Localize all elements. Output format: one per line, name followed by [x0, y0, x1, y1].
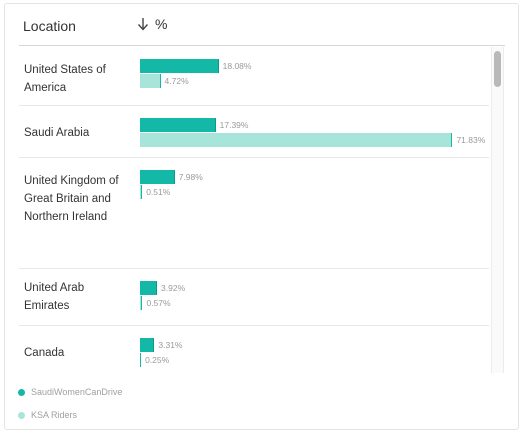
bar-end-tick — [159, 74, 161, 88]
percent-label: % — [155, 16, 168, 32]
bar-value-label: 3.92% — [161, 283, 186, 293]
bar-saudiwomencandrive[interactable] — [140, 59, 219, 73]
bar-end-tick — [141, 296, 143, 310]
location-name: United Arab Emirates — [24, 282, 85, 312]
location-breakdown-card: Location % United States of America 18.08… — [4, 3, 519, 430]
chart-legend: SaudiWomenCanDrive KSA Riders — [18, 385, 122, 429]
bar-saudiwomencandrive[interactable] — [140, 118, 216, 132]
location-list[interactable]: United States of America 18.08% 4.72% Saudi… — [19, 47, 489, 373]
bar-value-label: 18.08% — [222, 61, 252, 71]
bar-end-tick — [141, 185, 143, 199]
location-name: United Kingdom of Great Britain and Nort… — [24, 175, 119, 223]
legend-item[interactable]: KSA Riders — [18, 408, 122, 422]
location-row[interactable]: Canada 3.31% 0.25% — [19, 326, 489, 373]
percent-column-header[interactable]: % — [137, 16, 167, 32]
bar-saudiwomencandrive[interactable] — [140, 170, 175, 184]
bar-end-tick — [451, 133, 453, 147]
bar-saudiwomencandrive[interactable] — [140, 338, 155, 352]
bar-end-tick — [214, 118, 216, 132]
location-name: United States of America — [24, 64, 106, 94]
location-row[interactable]: United Kingdom of Great Britain and Nort… — [19, 158, 489, 269]
bar-end-tick — [153, 338, 155, 352]
legend-dot-icon — [18, 411, 25, 419]
table-header: Location % — [19, 4, 505, 46]
location-row[interactable]: United States of America 18.08% 4.72% — [19, 47, 489, 106]
location-row[interactable]: Saudi Arabia 17.39% 71.83% — [19, 106, 489, 158]
legend-label: KSA Riders — [31, 410, 78, 420]
scrollbar[interactable] — [491, 47, 504, 373]
bar-value-label: 0.51% — [146, 187, 171, 197]
scrollbar-thumb[interactable] — [494, 51, 501, 87]
legend-item[interactable]: SaudiWomenCanDrive — [18, 385, 122, 399]
bar-value-label: 3.31% — [158, 340, 183, 350]
location-name: Saudi Arabia — [24, 127, 90, 139]
location-name: Canada — [24, 347, 65, 359]
bar-end-tick — [156, 281, 158, 295]
bar-end-tick — [217, 59, 219, 73]
location-column-header[interactable]: Location — [23, 18, 76, 34]
bar-end-tick — [140, 353, 142, 367]
bar-value-label: 17.39% — [219, 120, 249, 130]
bar-ksa-riders[interactable] — [140, 133, 453, 147]
bar-end-tick — [173, 170, 175, 184]
legend-label: SaudiWomenCanDrive — [31, 387, 123, 397]
bar-ksa-riders[interactable] — [140, 74, 161, 88]
legend-dot-icon — [18, 388, 25, 396]
bar-ksa-riders[interactable] — [140, 185, 143, 199]
bar-value-label: 71.83% — [456, 135, 486, 145]
bar-ksa-riders[interactable] — [140, 296, 143, 310]
bar-value-label: 0.57% — [146, 298, 171, 308]
bar-saudiwomencandrive[interactable] — [140, 281, 158, 295]
arrow-down-icon — [137, 18, 149, 31]
location-row[interactable]: United Arab Emirates 3.92% 0.57% — [19, 269, 489, 326]
bar-value-label: 0.25% — [145, 355, 170, 365]
bar-value-label: 7.98% — [178, 172, 203, 182]
bar-value-label: 4.72% — [164, 76, 189, 86]
